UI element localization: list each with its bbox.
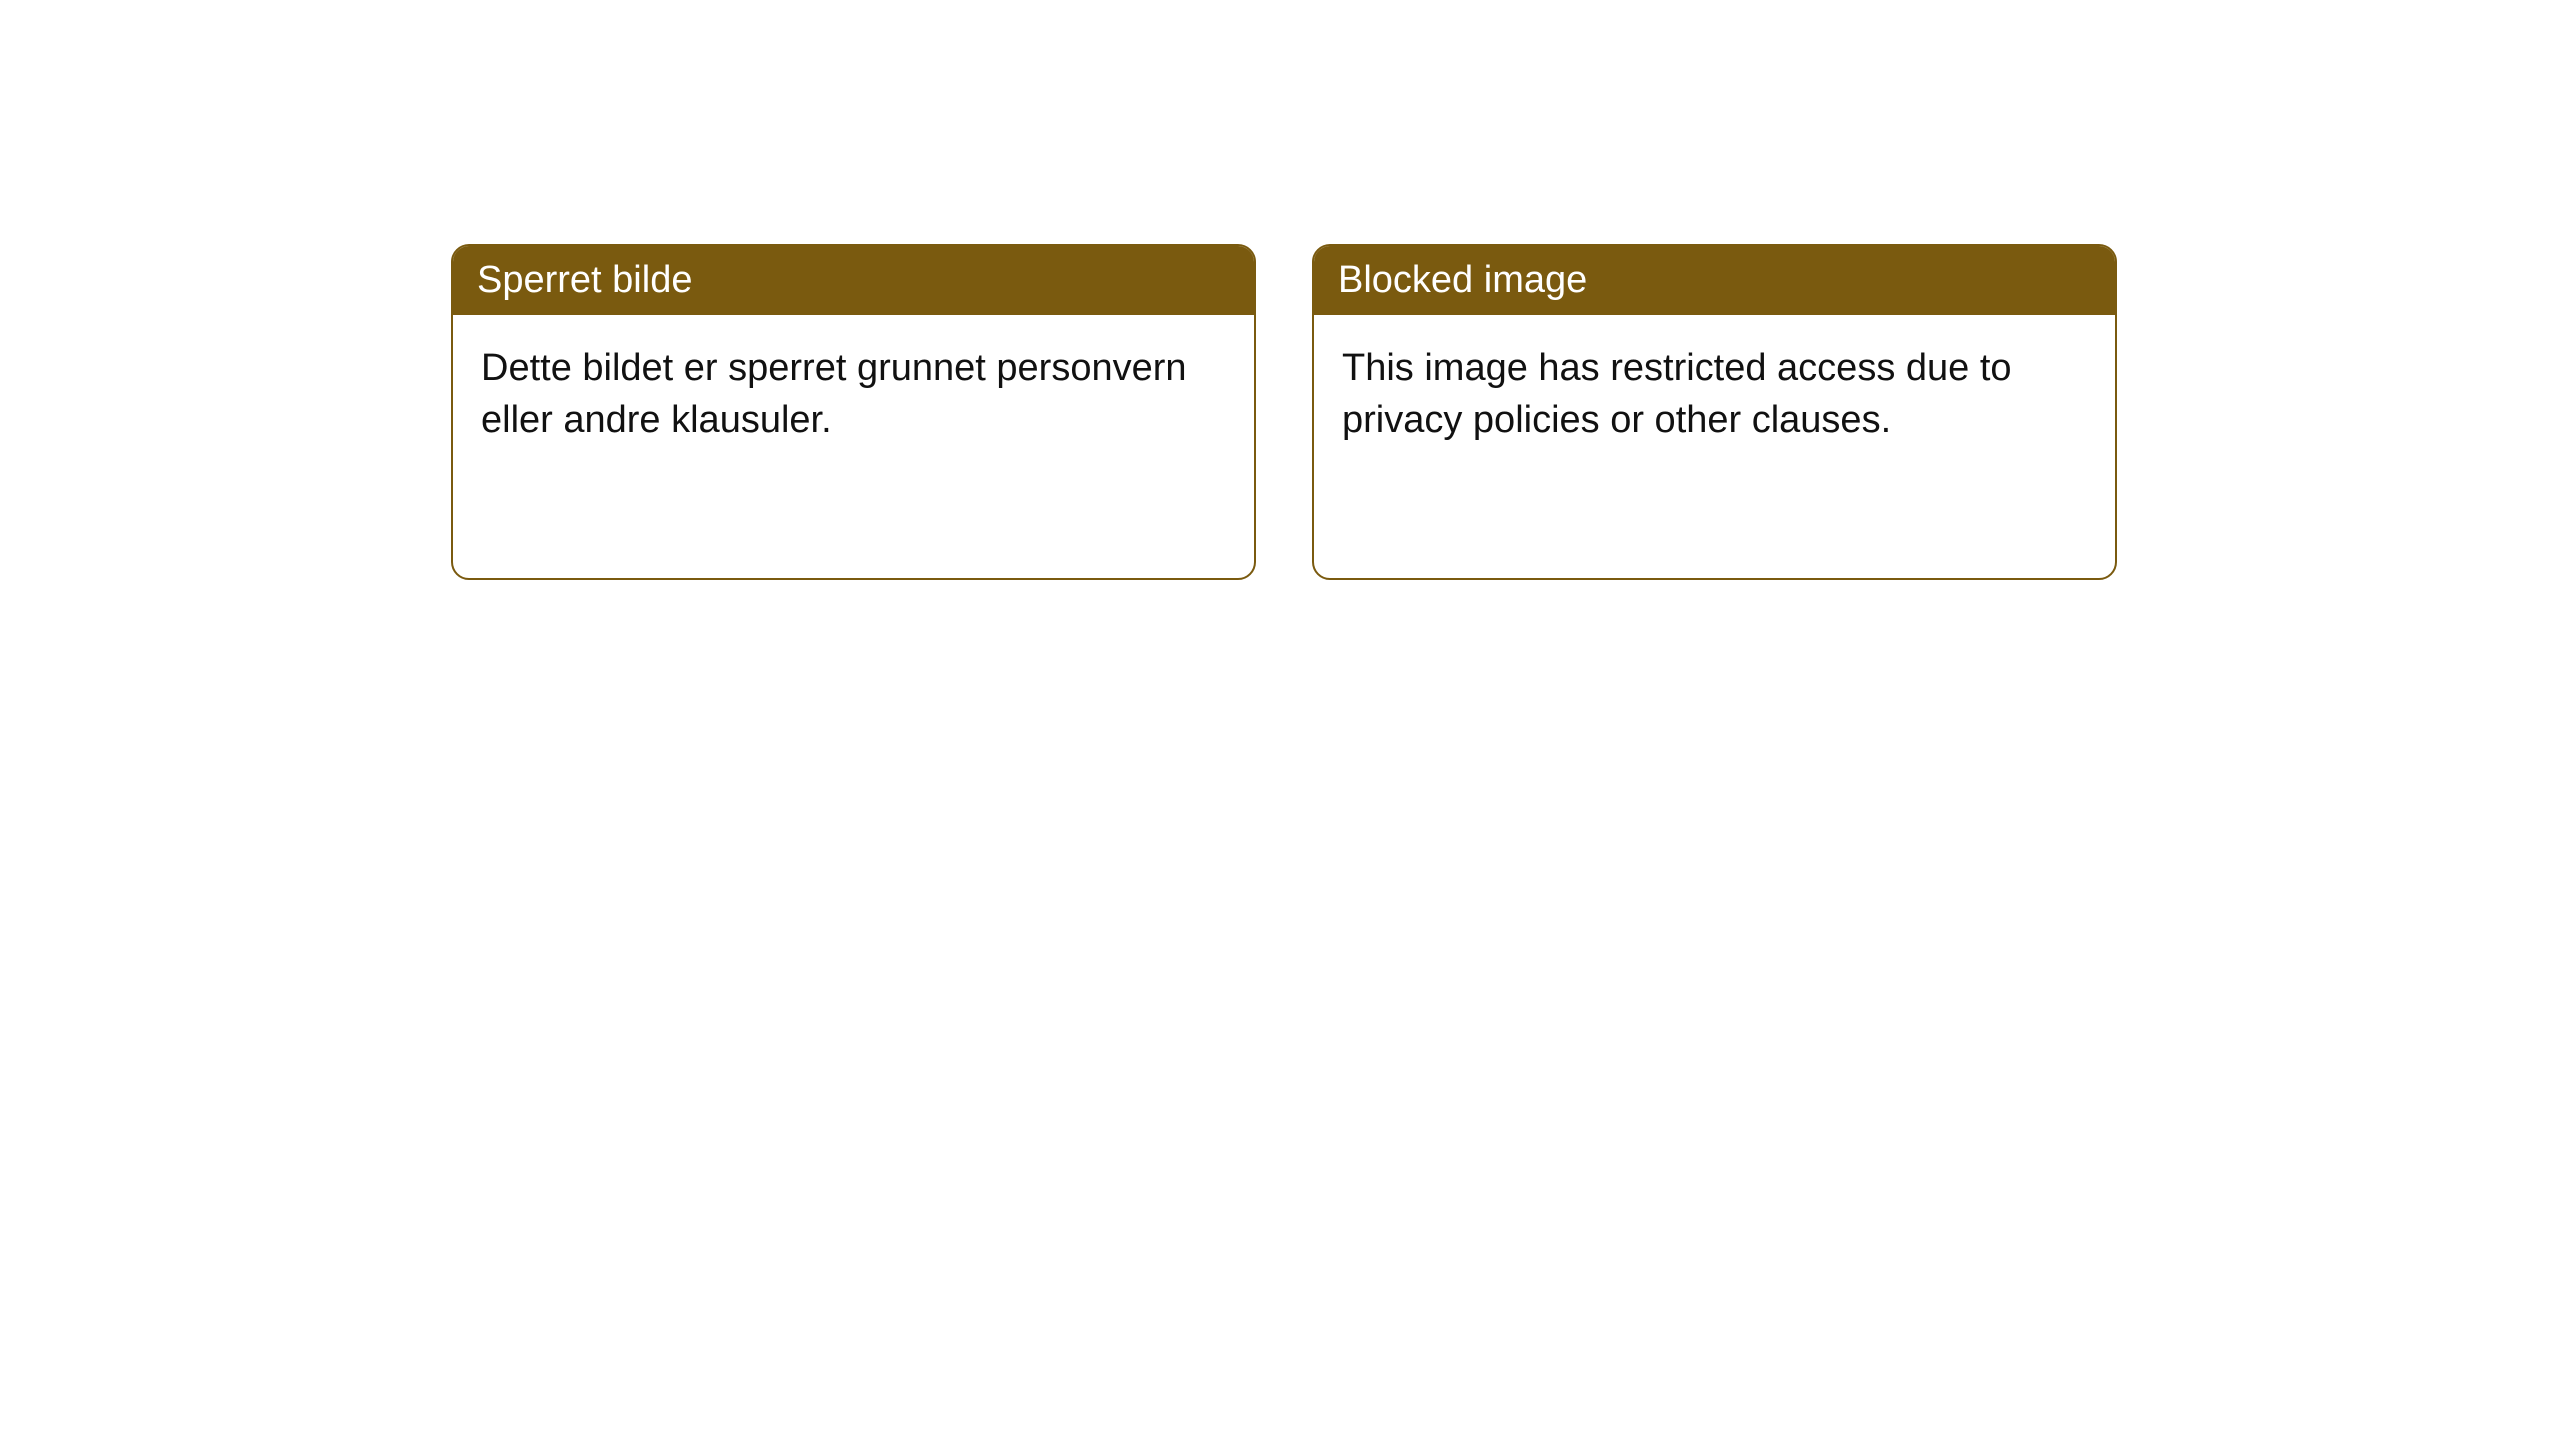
notice-body-no: Dette bildet er sperret grunnet personve… [453,315,1254,474]
notice-container: Sperret bilde Dette bildet er sperret gr… [451,244,2117,580]
notice-title-no: Sperret bilde [453,246,1254,315]
notice-title-en: Blocked image [1314,246,2115,315]
notice-card-en: Blocked image This image has restricted … [1312,244,2117,580]
notice-card-no: Sperret bilde Dette bildet er sperret gr… [451,244,1256,580]
notice-body-en: This image has restricted access due to … [1314,315,2115,474]
